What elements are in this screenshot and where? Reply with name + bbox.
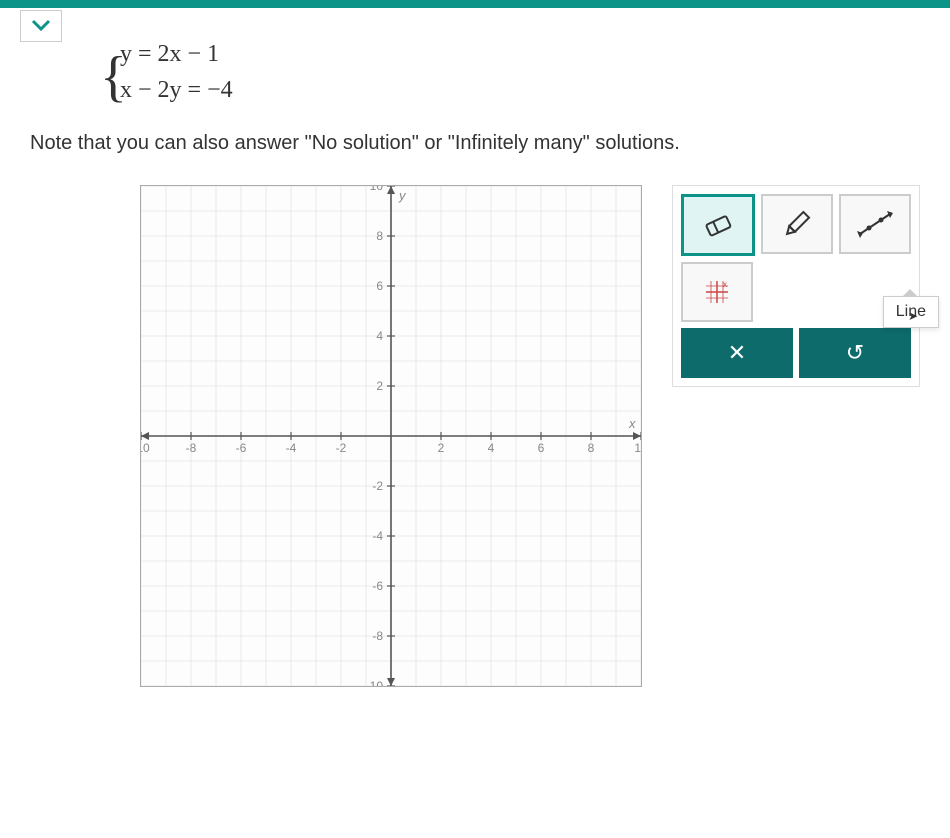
equation-2: x − 2y = −4	[120, 74, 920, 108]
svg-text:y: y	[398, 188, 407, 203]
svg-text:-4: -4	[372, 529, 383, 543]
collapse-button[interactable]	[20, 10, 62, 42]
pencil-tool[interactable]	[761, 194, 833, 254]
svg-text:2: 2	[376, 379, 383, 393]
svg-text:6: 6	[538, 441, 545, 455]
svg-text:-10: -10	[141, 441, 150, 455]
cursor-icon: ➤	[908, 309, 918, 323]
lattice-tool[interactable]: x	[681, 262, 753, 322]
svg-text:4: 4	[376, 329, 383, 343]
svg-text:-10: -10	[366, 679, 384, 686]
svg-text:8: 8	[376, 229, 383, 243]
line-tooltip: Line ➤	[883, 296, 939, 328]
instruction-note: Note that you can also answer "No soluti…	[30, 132, 920, 155]
main-area: -10 -8 -6 -4 -2 2 4 6 8 10 -10 -8 -6 -4 -2 2 4 6 8 10 x y	[140, 185, 920, 687]
pencil-icon	[780, 209, 814, 239]
svg-text:-6: -6	[372, 579, 383, 593]
action-row: ✕ ↺	[681, 328, 911, 378]
undo-button[interactable]: ↺	[799, 328, 911, 378]
svg-text:10: 10	[370, 186, 384, 193]
eraser-tool[interactable]	[681, 194, 755, 256]
undo-icon: ↺	[846, 340, 864, 366]
close-icon: ✕	[728, 340, 746, 366]
equation-system: { y = 2x − 1 x − 2y = −4	[120, 38, 920, 107]
brace-icon: {	[100, 38, 127, 116]
svg-text:-2: -2	[336, 441, 347, 455]
svg-text:x: x	[723, 280, 727, 289]
svg-text:-6: -6	[236, 441, 247, 455]
tool-row-2: x	[681, 262, 911, 322]
tool-row-1	[681, 194, 911, 256]
svg-text:-4: -4	[286, 441, 297, 455]
svg-text:-2: -2	[372, 479, 383, 493]
svg-text:8: 8	[588, 441, 595, 455]
svg-text:6: 6	[376, 279, 383, 293]
line-icon	[855, 209, 895, 239]
svg-text:x: x	[628, 416, 636, 431]
chevron-down-icon	[31, 19, 51, 33]
top-bar	[0, 0, 950, 8]
svg-text:2: 2	[438, 441, 445, 455]
equation-1: y = 2x − 1	[120, 38, 920, 72]
lattice-icon: x	[702, 277, 732, 307]
problem-content: { y = 2x − 1 x − 2y = −4 Note that you c…	[0, 8, 950, 838]
tool-spacer	[759, 262, 827, 322]
graph-canvas: -10 -8 -6 -4 -2 2 4 6 8 10 -10 -8 -6 -4 -2 2 4 6 8 10 x y	[141, 186, 641, 686]
eraser-icon	[701, 212, 735, 238]
svg-text:-8: -8	[372, 629, 383, 643]
line-tool[interactable]	[839, 194, 911, 254]
svg-text:-8: -8	[186, 441, 197, 455]
svg-text:4: 4	[488, 441, 495, 455]
close-button[interactable]: ✕	[681, 328, 793, 378]
svg-text:10: 10	[634, 441, 641, 455]
coordinate-graph[interactable]: -10 -8 -6 -4 -2 2 4 6 8 10 -10 -8 -6 -4 -2 2 4 6 8 10 x y	[140, 185, 642, 687]
drawing-toolbox: x ✕ ↺ Line ➤	[672, 185, 920, 387]
